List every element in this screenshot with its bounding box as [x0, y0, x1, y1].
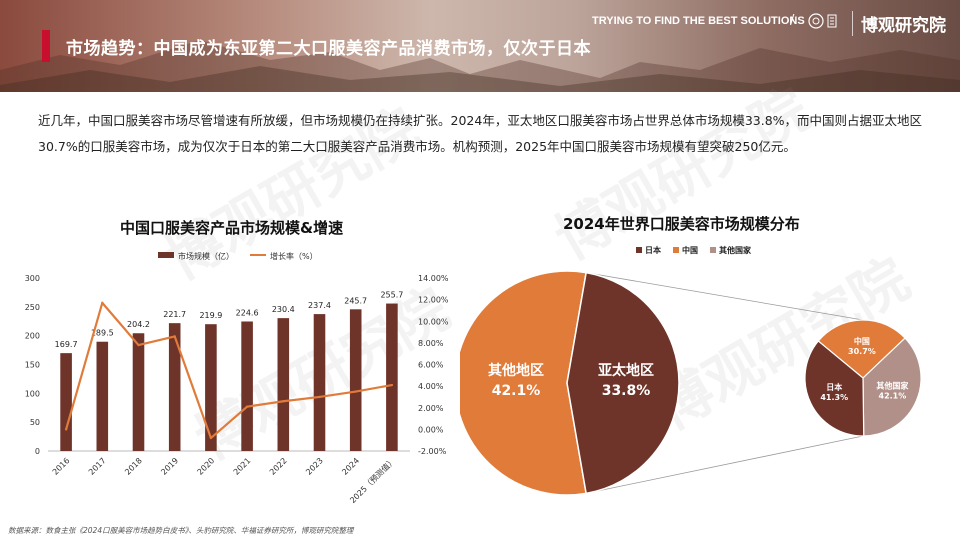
growth-rate-point	[64, 428, 68, 431]
y2-axis-tick-label: 6.00%	[418, 361, 444, 370]
brand-name: 博观研究院	[852, 11, 946, 36]
y2-axis-tick-label: 14.00%	[418, 274, 449, 283]
data-source-note: 数据来源：数食主张《2024口服美容市场趋势白皮书》、头豹研究院、华福证券研究所…	[8, 526, 354, 535]
bar-line-chart: 市场规模（亿） 增长率（%） 0 50 100 150 200 250 300 -2.00% 0.0…	[25, 251, 449, 505]
bar	[386, 303, 398, 451]
mountain-background	[0, 40, 960, 92]
y-axis-tick-label: 0	[35, 447, 40, 456]
legend-swatch	[710, 247, 716, 253]
bar	[132, 333, 145, 451]
sub-pie-slice	[817, 319, 906, 379]
bar	[96, 341, 109, 451]
bar	[168, 323, 181, 451]
x-axis-tick-label: 2017	[87, 456, 108, 477]
y-axis-tick-label: 150	[25, 361, 40, 370]
x-axis-tick-label: 2023	[304, 456, 325, 477]
sub-slice-label: 其他国家	[876, 380, 909, 390]
legend-label: 日本	[645, 245, 661, 255]
bar-data-label: 219.9	[199, 311, 222, 320]
bar	[60, 353, 72, 451]
bar	[277, 318, 290, 451]
connector-line	[586, 435, 864, 494]
pie-slice	[566, 271, 680, 495]
slogan: TRYING TO FIND THE BEST SOLUTIONS	[592, 15, 805, 27]
bar-data-label: 255.7	[380, 291, 403, 300]
bar-data-label: 169.7	[55, 340, 78, 349]
legend-line-label: 增长率（%）	[270, 251, 318, 261]
y2-axis-tick-label: 2.00%	[418, 404, 444, 413]
legend-label: 中国	[682, 245, 698, 255]
sub-slice-label: 中国	[854, 336, 870, 346]
sub-slice-value-label: 41.3%	[820, 393, 848, 402]
intro-paragraph: 近几年，中国口服美容市场尽管增速有所放缓，但市场规模仍在持续扩张。2024年，亚…	[38, 113, 923, 154]
pie-of-pie-chart: 日本 中国 其他国家其他地区42.1%亚太地区33.8%中国30.7%其他国家42.…	[460, 245, 922, 496]
sub-slice-value-label: 42.1%	[879, 391, 907, 400]
growth-rate-point	[173, 335, 176, 338]
sub-pie-slice	[804, 340, 865, 437]
y-axis-tick-label: 50	[30, 418, 40, 427]
y-axis-tick-label: 200	[25, 332, 40, 341]
growth-rate-point	[282, 400, 285, 403]
x-axis-tick-label: 2018	[123, 456, 144, 477]
y-axis-tick-label: 300	[25, 274, 40, 283]
growth-rate-point	[354, 390, 357, 393]
legend-bar-swatch	[158, 252, 174, 258]
sub-slice-value-label: 30.7%	[848, 347, 876, 356]
bar-data-label: 189.5	[91, 329, 114, 338]
growth-rate-line	[65, 301, 393, 440]
x-axis-tick-label: 2021	[232, 456, 253, 477]
y2-axis-tick-label: 0.00%	[418, 425, 444, 434]
bar-data-label: 237.4	[308, 301, 331, 310]
y2-axis-tick-label: 8.00%	[418, 339, 444, 348]
pie-chart-title: 2024年世界口服美容市场规模分布	[563, 215, 800, 233]
header-banner: 市场趋势：中国成为东亚第二大口服美容产品消费市场，仅次于日本 TRYING TO…	[0, 0, 960, 92]
sub-slice-label: 日本	[826, 382, 842, 392]
x-axis-tick-label: 2024	[340, 456, 361, 477]
y2-axis-tick-label: 4.00%	[418, 382, 444, 391]
bar-data-label: 204.2	[127, 320, 150, 329]
legend-swatch	[673, 247, 679, 253]
divider-slash: /	[790, 13, 795, 28]
x-axis-tick-label: 2022	[268, 456, 289, 477]
bar	[313, 314, 326, 451]
y2-axis-tick-label: -2.00%	[418, 447, 447, 456]
slice-value-label: 33.8%	[602, 383, 651, 399]
sub-pie-slice	[862, 337, 922, 437]
bar	[241, 321, 253, 451]
legend-bar-label: 市场规模（亿）	[178, 251, 234, 261]
y2-axis-tick-label: 10.00%	[418, 317, 449, 326]
growth-rate-point	[209, 436, 213, 440]
slice-label: 亚太地区	[598, 362, 654, 379]
connector-line	[586, 272, 864, 321]
x-axis-tick-label: 2020	[196, 456, 217, 477]
bar-data-label: 221.7	[163, 310, 186, 319]
bar	[349, 309, 362, 451]
bar-chart-title: 中国口服美容产品市场规模&增速	[120, 219, 344, 237]
x-axis-tick-label: 2019	[159, 456, 180, 477]
growth-rate-point	[101, 301, 104, 305]
growth-rate-point	[318, 395, 321, 399]
y-axis-tick-label: 250	[25, 303, 40, 312]
slice-label: 其他地区	[488, 362, 544, 379]
slice-value-label: 42.1%	[492, 383, 541, 399]
bar-data-label: 245.7	[344, 296, 367, 305]
legend-swatch	[636, 247, 642, 253]
title-accent-bar	[42, 30, 50, 62]
growth-rate-point	[390, 383, 394, 387]
bar	[205, 324, 217, 451]
growth-rate-point	[137, 343, 140, 347]
page-title: 市场趋势：中国成为东亚第二大口服美容产品消费市场，仅次于日本	[66, 39, 591, 59]
y-axis-tick-label: 100	[25, 389, 40, 398]
y2-axis-tick-label: 12.00%	[418, 296, 449, 305]
bar-data-label: 224.6	[236, 308, 259, 317]
brand-logo-icon	[808, 13, 837, 29]
pie-slice	[460, 270, 588, 496]
x-axis-tick-label: 2016	[51, 456, 72, 477]
growth-rate-point	[245, 405, 249, 408]
bar-data-label: 230.4	[272, 305, 295, 314]
legend-label: 其他国家	[719, 245, 752, 255]
